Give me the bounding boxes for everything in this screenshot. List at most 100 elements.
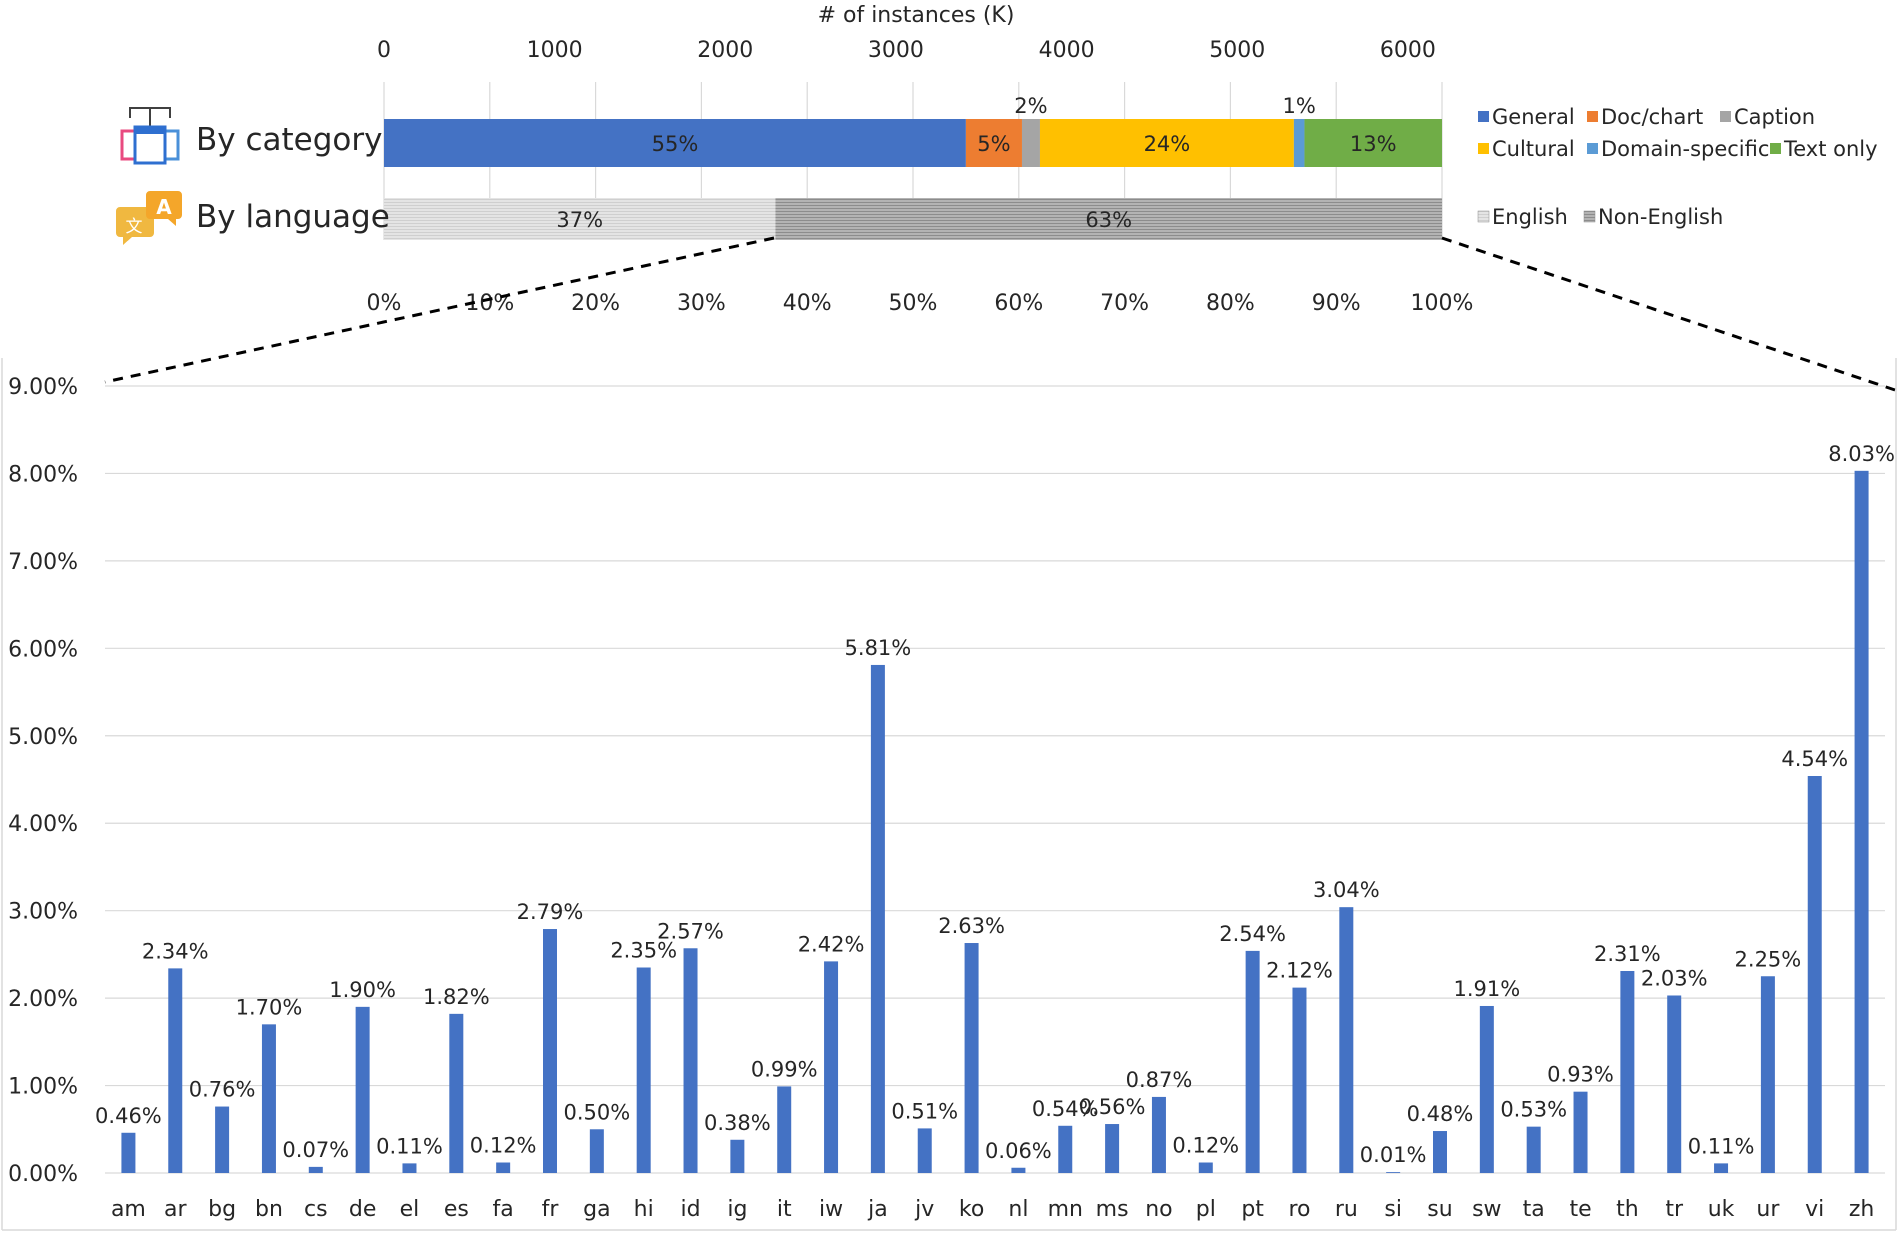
zoom-line-left (104, 236, 775, 384)
x-tick-ar: ar (164, 1197, 187, 1222)
x-tick-vi: vi (1805, 1197, 1824, 1222)
row-by-language: 37% 63% (384, 198, 1442, 240)
legend-swatch (1587, 111, 1598, 122)
bar-cs (308, 1166, 323, 1173)
legend-language: English Non-English (1477, 205, 1723, 229)
x-tick-am: am (111, 1197, 146, 1222)
x-tick-pl: pl (1196, 1197, 1216, 1222)
x-tick-zh: zh (1849, 1197, 1875, 1222)
legend-label: Caption (1734, 105, 1815, 129)
stacked-summary-chart: # of instances (K) 0 1000 2000 3000 4000 5000… (104, 3, 1896, 392)
bar-label-es: 1.82% (423, 985, 490, 1009)
legend-label: Domain-specific (1601, 137, 1769, 161)
segment-label: 1% (1283, 94, 1316, 118)
legend-swatch (1477, 210, 1490, 223)
y-gridlines (105, 385, 1885, 1174)
bar-te (1573, 1091, 1588, 1173)
y-tick-label: 4.00% (8, 812, 78, 837)
y-tick-label: 9.00% (8, 375, 78, 400)
bar-ro (1292, 987, 1307, 1173)
x-tick-ta: ta (1523, 1197, 1545, 1222)
bar-label-sw: 1.91% (1453, 977, 1520, 1001)
legend-category: General Doc/chart Caption Cultural Domain-sp… (1478, 105, 1878, 161)
x-tick-fa: fa (493, 1197, 514, 1222)
bar-su (1433, 1131, 1447, 1173)
x-tick-ig: ig (727, 1197, 747, 1222)
language-bar-chart: 0.00% 1.00% 2.00% 3.00% 4.00% 5.00% 6.00% 7.00%… (1, 358, 1897, 1231)
bar-mn (1058, 1125, 1073, 1173)
segment-caption (1021, 119, 1040, 167)
bar-bg (215, 1106, 230, 1173)
x-tick-no: no (1145, 1197, 1172, 1222)
x-tick-mn: mn (1048, 1197, 1083, 1222)
bar-label-hi: 2.35% (610, 939, 677, 963)
bar-label-ta: 0.53% (1500, 1098, 1567, 1122)
bar-label-no: 0.87% (1126, 1068, 1193, 1092)
bar-id (683, 948, 698, 1173)
x-tick-de: de (349, 1197, 377, 1222)
bar-label-bn: 1.70% (236, 995, 303, 1019)
segment-label: 63% (1085, 208, 1132, 232)
bar-ko (964, 943, 979, 1173)
bottom-axis-ticks: 0% 10% 20% 30% 40% 50% 60% 70% 80% 90% 100% (367, 291, 1474, 316)
y-axis-ticks: 0.00% 1.00% 2.00% 3.00% 4.00% 5.00% 6.00% 7.00%… (8, 375, 78, 1187)
legend-label: Doc/chart (1601, 105, 1703, 129)
top-tick-label: 5000 (1209, 38, 1265, 63)
x-tick-hi: hi (634, 1197, 654, 1222)
top-tick-label: 0 (377, 38, 391, 63)
segment-cultural (1039, 119, 1294, 167)
x-tick-tr: tr (1665, 1197, 1684, 1222)
bar-ur (1760, 976, 1775, 1173)
bar-ms (1105, 1124, 1120, 1173)
legend-label: Text only (1783, 137, 1878, 161)
top-tick-label: 4000 (1039, 38, 1095, 63)
bar-uk (1714, 1163, 1729, 1173)
bar-pl (1198, 1162, 1213, 1173)
bar-th (1620, 971, 1635, 1173)
row-label-by-category: By category (196, 122, 382, 158)
bar-label-uk: 0.11% (1688, 1134, 1755, 1158)
bar-label-ru: 3.04% (1313, 878, 1380, 902)
bar-it (777, 1086, 792, 1173)
top-tick-label: 3000 (868, 38, 924, 63)
x-tick-id: id (680, 1197, 700, 1222)
bar-label-id: 2.57% (657, 919, 724, 943)
legend-swatch (1720, 111, 1731, 122)
bar-label-bg: 0.76% (189, 1078, 256, 1102)
x-axis-ticks: am ar bg bn cs de el es fa fr ga hi id ig it iw ja jv ko nl… (111, 1197, 1874, 1222)
segment-label: 2% (1014, 94, 1047, 118)
data-labels: 0.46% 2.34% 0.76% 1.70% 0.07% 1.90% 0.11% 1.82%… (95, 442, 1895, 1167)
legend-swatch (1770, 143, 1781, 154)
segment-text-only (1304, 119, 1442, 167)
x-tick-cs: cs (304, 1197, 328, 1222)
bar-ta (1526, 1126, 1541, 1173)
bar-jv (917, 1128, 932, 1173)
bar-label-th: 2.31% (1594, 942, 1661, 966)
segment-label: 37% (556, 208, 603, 232)
y-tick-label: 6.00% (8, 637, 78, 662)
bar-label-si: 0.01% (1360, 1143, 1427, 1167)
bar-es (449, 1013, 464, 1173)
bar-label-su: 0.48% (1407, 1102, 1474, 1126)
bar-label-ig: 0.38% (704, 1111, 771, 1135)
bar-label-tr: 2.03% (1641, 966, 1708, 990)
category-icon (120, 107, 180, 165)
y-tick-label: 0.00% (8, 1162, 78, 1187)
y-tick-label: 3.00% (8, 900, 78, 925)
bar-label-ko: 2.63% (938, 914, 1005, 938)
bottom-tick-label: 0% (367, 291, 402, 316)
x-tick-ur: ur (1756, 1197, 1780, 1222)
bottom-tick-label: 80% (1206, 291, 1255, 316)
bar-no (1151, 1096, 1166, 1173)
bar-el (402, 1163, 417, 1173)
bar-bn (261, 1024, 276, 1173)
bar-label-te: 0.93% (1547, 1063, 1614, 1087)
top-axis-title: # of instances (K) (818, 3, 1015, 28)
bottom-tick-label: 20% (571, 291, 620, 316)
legend-label: English (1492, 205, 1568, 229)
bar-de (355, 1006, 370, 1173)
x-tick-ru: ru (1335, 1197, 1358, 1222)
bar-label-fr: 2.79% (517, 900, 584, 924)
bar-fr (543, 929, 557, 1173)
bar-fa (496, 1162, 511, 1173)
